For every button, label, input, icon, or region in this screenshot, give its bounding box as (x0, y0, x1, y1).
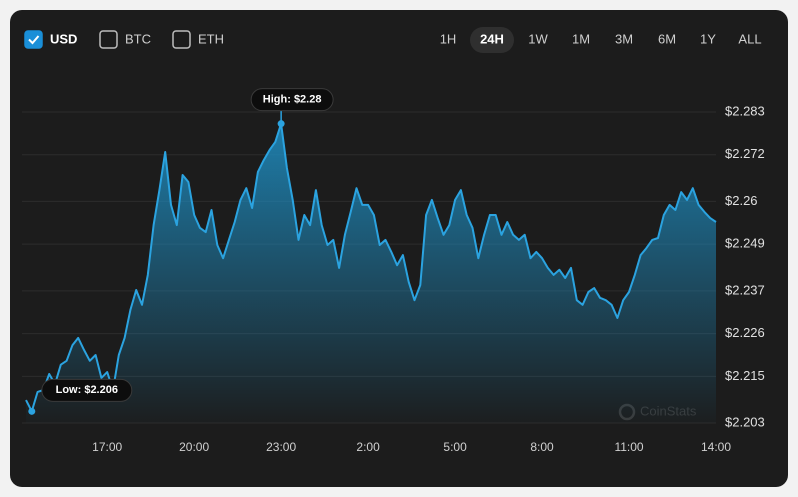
range-button[interactable]: 3M (615, 31, 633, 46)
x-tick-label: 17:00 (92, 440, 122, 454)
checkbox-label[interactable]: USD (50, 31, 77, 46)
annotation-box (250, 88, 334, 112)
x-tick-label: 14:00 (701, 440, 731, 454)
annotation-label: Low: $2.206 (56, 384, 118, 396)
y-tick-label: $2.26 (725, 193, 758, 208)
annotation-point (28, 407, 36, 415)
x-tick-label: 11:00 (614, 440, 643, 454)
x-tick-label: 8:00 (530, 440, 554, 454)
y-tick-label: $2.272 (725, 146, 765, 161)
y-tick-label: $2.226 (725, 325, 765, 340)
range-button[interactable]: 24H (480, 31, 504, 46)
range-button-bg[interactable] (470, 27, 514, 53)
annotation-label: High: $2.28 (263, 94, 322, 106)
area-fill (26, 123, 716, 423)
checkbox[interactable] (99, 30, 118, 49)
checkbox[interactable] (24, 30, 43, 49)
x-tick-label: 5:00 (443, 440, 467, 454)
range-button[interactable]: 1H (440, 31, 457, 46)
checkbox[interactable] (172, 30, 191, 49)
price-line (25, 122, 717, 413)
x-tick-label: 23:00 (266, 440, 296, 454)
range-button[interactable]: ALL (738, 31, 761, 46)
checkbox-label[interactable]: ETH (198, 31, 224, 46)
range-button[interactable]: 1W (528, 31, 548, 46)
annotation-box (41, 378, 133, 402)
x-tick-label: 20:00 (179, 440, 209, 454)
y-tick-label: $2.249 (725, 236, 765, 251)
y-tick-label: $2.237 (725, 282, 765, 297)
range-button[interactable]: 1Y (700, 31, 716, 46)
checkmark (28, 35, 40, 45)
x-tick-label: 2:00 (356, 440, 380, 454)
y-tick-label: $2.203 (725, 414, 765, 429)
checkbox-label[interactable]: BTC (125, 31, 151, 46)
range-button[interactable]: 1M (572, 31, 590, 46)
y-tick-label: $2.215 (725, 368, 765, 383)
range-button[interactable]: 6M (658, 31, 676, 46)
y-tick-label: $2.283 (725, 103, 765, 118)
